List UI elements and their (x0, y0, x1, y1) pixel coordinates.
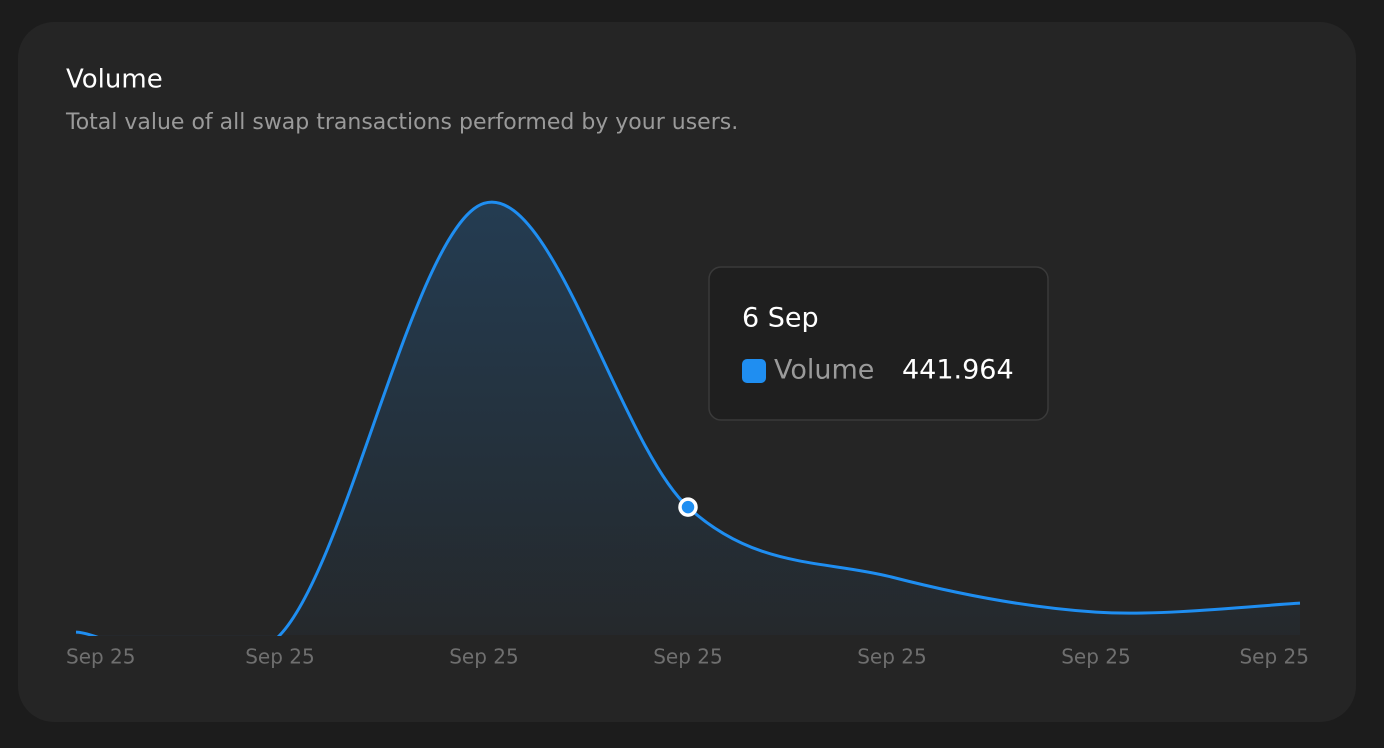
line (75, 200, 1301, 636)
chart-title: Volume (66, 65, 163, 95)
x-tick-label: Sep 25 (1061, 645, 1131, 669)
tooltip-swatch (742, 359, 766, 383)
highlight-point (678, 497, 698, 517)
x-tick-label: Sep 25 (449, 645, 519, 669)
x-tick-label: Sep 25 (1239, 645, 1309, 669)
x-tick-label: Sep 25 (653, 645, 723, 669)
tooltip (708, 266, 1049, 421)
tooltip-series-name: Volume (774, 355, 874, 386)
x-tick-label: Sep 25 (66, 645, 136, 669)
x-axis: Sep 25 Sep 25 Sep 25 Sep 25 Sep 25 Sep 25 Sep … (66, 645, 1309, 669)
x-tick-label: Sep 25 (857, 645, 927, 669)
plot (75, 200, 1301, 636)
area (76, 202, 1300, 636)
tooltip-value: 441.964 (902, 355, 1014, 386)
chart-subtitle: Total value of all swap transactions per… (65, 110, 738, 135)
overlay: 6 Sep Volume 441.964 (678, 266, 1049, 517)
x-tick-label: Sep 25 (245, 645, 315, 669)
tooltip-title: 6 Sep (742, 303, 819, 334)
